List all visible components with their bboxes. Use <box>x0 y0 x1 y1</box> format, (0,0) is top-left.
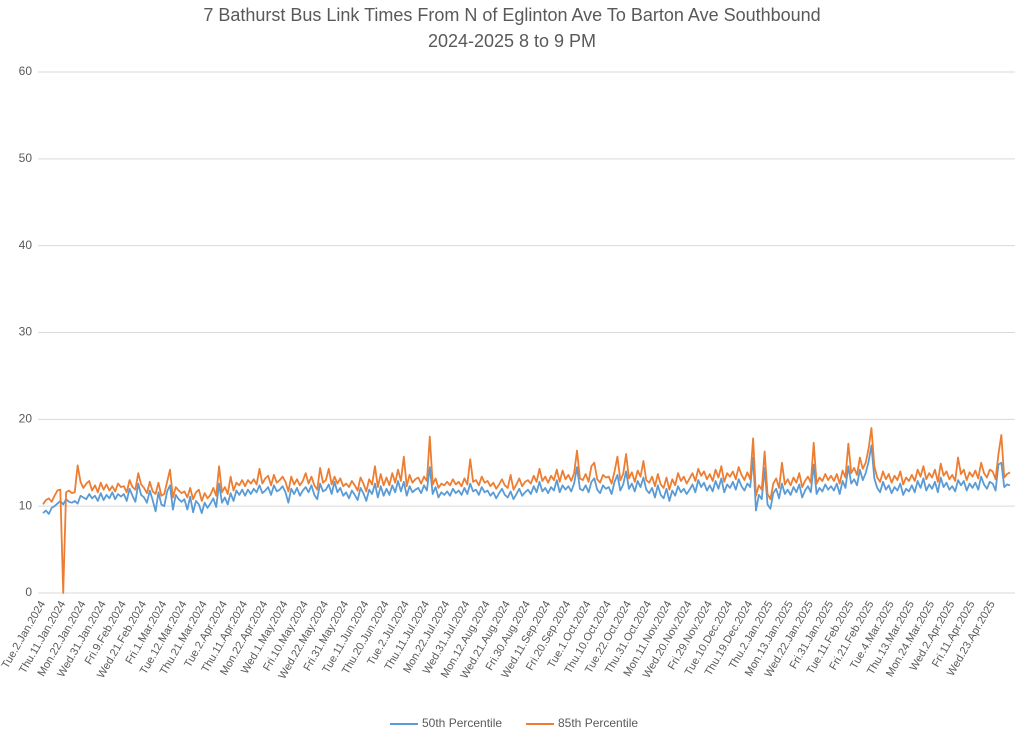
y-tick-label: 20 <box>19 412 33 426</box>
y-tick-label: 0 <box>25 585 32 599</box>
y-tick-label: 30 <box>19 325 33 339</box>
y-tick-label: 50 <box>19 151 33 165</box>
series-line <box>42 444 1011 515</box>
chart-subtitle: 2024-2025 8 to 9 PM <box>428 31 596 51</box>
series-line <box>42 427 1011 594</box>
legend-label: 85th Percentile <box>558 716 638 730</box>
chart-title: 7 Bathurst Bus Link Times From N of Egli… <box>203 5 820 25</box>
y-tick-label: 60 <box>19 64 33 78</box>
y-tick-label: 10 <box>19 498 33 512</box>
y-tick-label: 40 <box>19 238 33 252</box>
legend-label: 50th Percentile <box>422 716 502 730</box>
